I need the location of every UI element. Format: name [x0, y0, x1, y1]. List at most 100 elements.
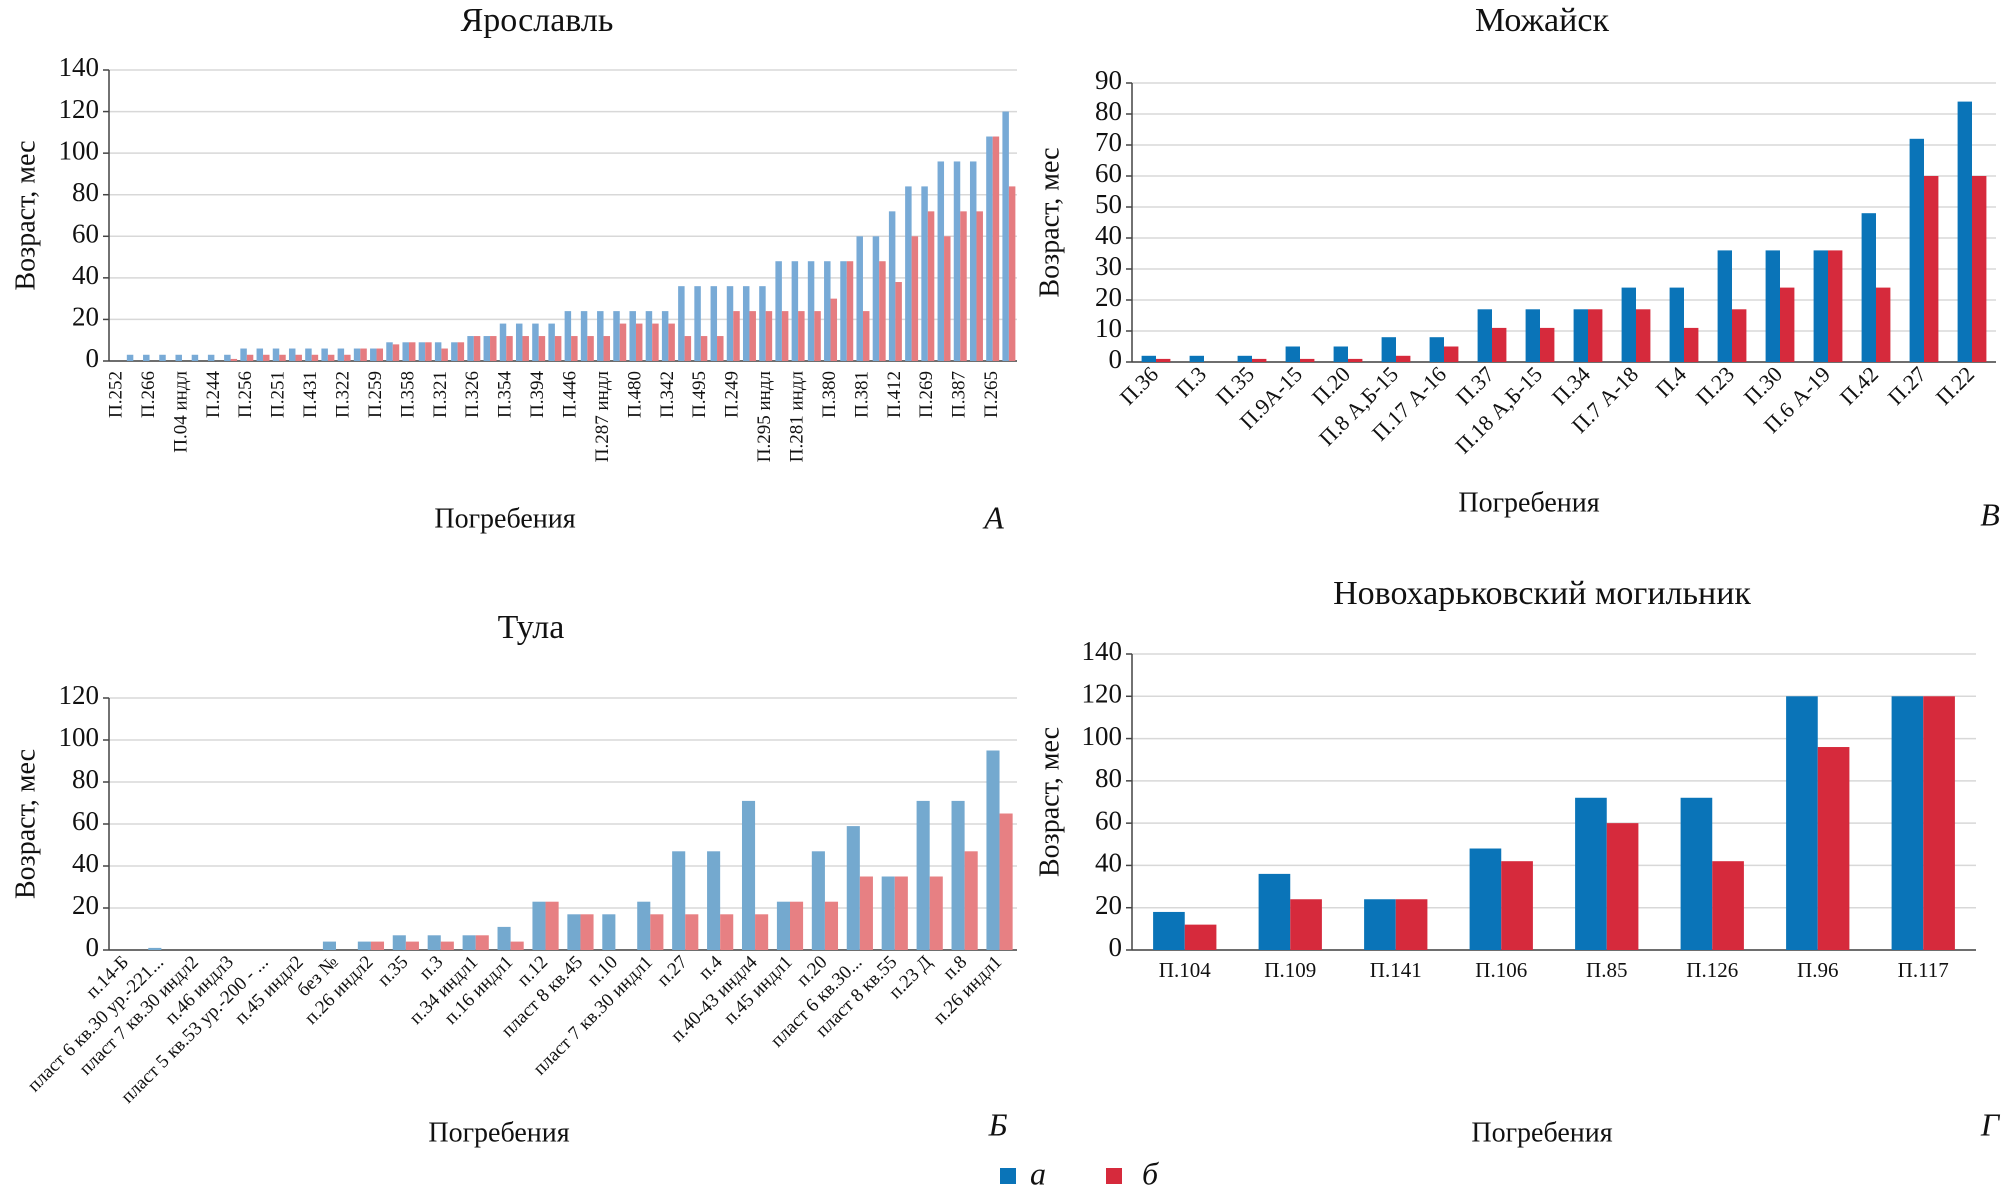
y-tick-label: 0 [1109, 932, 1123, 962]
x-tick-label: П.126 [1686, 958, 1738, 982]
bar [986, 750, 1000, 950]
x-tick-label: П.287 индл [592, 370, 613, 462]
x-tick-label: П.259 [365, 371, 386, 418]
bar [951, 800, 965, 950]
bar [944, 236, 951, 361]
x-tick-label: П.281 индл [786, 370, 807, 462]
bar [1364, 899, 1396, 950]
bar [327, 354, 335, 361]
x-tick-label: П.117 [1898, 958, 1949, 982]
bar [1669, 287, 1684, 362]
y-tick-label: 70 [1095, 127, 1122, 157]
bar [1153, 911, 1185, 950]
bar [427, 935, 441, 950]
bar [927, 211, 935, 361]
bar [567, 914, 581, 950]
bar [256, 348, 264, 361]
bar [888, 211, 896, 361]
bar [1469, 848, 1502, 950]
bar [1429, 337, 1444, 362]
y-axis-label: Возраст, мес [10, 141, 41, 291]
bar [953, 161, 961, 361]
chart-title: Новохарьковский могильник [1333, 575, 1751, 612]
legend-swatch [1106, 1168, 1122, 1184]
bar [862, 311, 870, 361]
x-tick-label: П.4 [1651, 361, 1692, 402]
x-tick-label: П.394 [527, 371, 548, 418]
bar [353, 348, 361, 361]
bar [781, 311, 789, 361]
x-tick-label: П.252 [105, 371, 126, 418]
y-tick-label: 120 [59, 680, 100, 710]
bar [1333, 346, 1348, 362]
bar [652, 323, 659, 361]
y-tick-label: 0 [1109, 344, 1123, 374]
x-tick-label: П.380 [819, 371, 840, 418]
bar [613, 311, 620, 361]
bar [545, 901, 559, 950]
bar [992, 136, 1000, 361]
bar [522, 336, 529, 361]
bar [775, 261, 782, 361]
y-tick-label: 40 [1095, 220, 1122, 250]
bar [246, 354, 254, 361]
bar [905, 186, 912, 361]
bar [807, 261, 815, 361]
bar [1525, 309, 1540, 362]
bar [741, 800, 756, 950]
bar [175, 354, 182, 361]
x-tick-label: П.321 [430, 371, 451, 418]
bar [1765, 250, 1780, 362]
bar [1184, 924, 1217, 950]
bar [921, 186, 928, 361]
bar [272, 348, 280, 361]
bar [846, 826, 860, 950]
bar [475, 935, 489, 950]
bar [295, 354, 302, 361]
x-tick-label: П.358 [397, 371, 418, 418]
bar [645, 311, 653, 361]
bar [370, 941, 385, 950]
bar [288, 348, 296, 361]
bar [1817, 747, 1850, 950]
x-tick-label: П.269 [916, 371, 937, 418]
bar [776, 901, 790, 950]
bar [824, 261, 831, 361]
bar [1252, 358, 1267, 362]
bar [668, 323, 675, 361]
bar [360, 348, 367, 361]
x-axis-label: Погребения [434, 503, 575, 534]
bar [1680, 797, 1713, 950]
bar [434, 342, 442, 361]
bar [650, 914, 664, 950]
x-tick-label: П.256 [235, 371, 256, 418]
bar [230, 358, 238, 361]
y-tick-label: 80 [72, 177, 99, 207]
x-axis-label: Погребения [1458, 487, 1599, 518]
bar [1477, 309, 1492, 362]
bar [798, 311, 805, 361]
x-tick-label: П.96 [1797, 958, 1838, 982]
bar [976, 211, 983, 361]
bar [548, 323, 555, 361]
bar [929, 876, 943, 950]
bar [1575, 797, 1607, 950]
bar [1909, 138, 1924, 362]
y-tick-label: 80 [1095, 763, 1122, 793]
y-tick-label: 60 [72, 218, 99, 248]
bar [1395, 899, 1428, 950]
y-tick-label: 80 [72, 764, 99, 794]
bar [999, 813, 1013, 950]
bar [376, 348, 384, 361]
panel-label: А [982, 499, 1004, 535]
bar [720, 914, 734, 950]
bar [279, 354, 286, 361]
y-tick-label: 60 [72, 806, 99, 836]
bar [510, 941, 524, 950]
bar [580, 914, 594, 950]
x-tick-label: П.109 [1264, 958, 1316, 982]
bar [148, 947, 162, 950]
bar [1141, 355, 1156, 362]
bar [159, 354, 166, 361]
bar [337, 348, 345, 361]
